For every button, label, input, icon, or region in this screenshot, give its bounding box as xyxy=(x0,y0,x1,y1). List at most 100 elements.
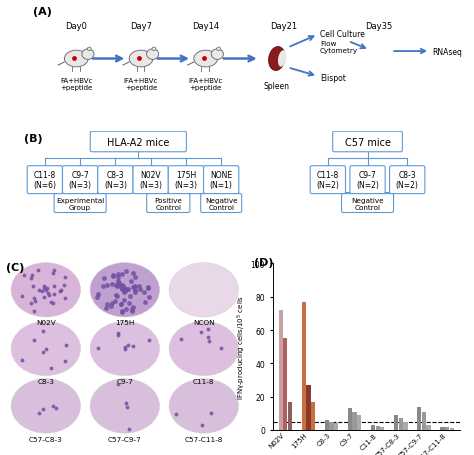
Circle shape xyxy=(169,379,238,433)
Ellipse shape xyxy=(152,48,156,51)
Text: Day35: Day35 xyxy=(365,22,392,31)
Text: IFA+HBVc
+peptide: IFA+HBVc +peptide xyxy=(124,78,158,91)
Bar xyxy=(417,407,421,430)
Bar xyxy=(288,402,292,430)
Text: C57 mice: C57 mice xyxy=(345,137,391,147)
Ellipse shape xyxy=(194,51,218,68)
Circle shape xyxy=(169,322,238,376)
Text: Flow
Cytometry: Flow Cytometry xyxy=(320,41,358,54)
Text: C57-C9-7: C57-C9-7 xyxy=(108,435,142,442)
Text: (D): (D) xyxy=(254,257,273,267)
Circle shape xyxy=(169,263,238,317)
Bar xyxy=(325,420,329,430)
Bar xyxy=(375,426,380,430)
FancyBboxPatch shape xyxy=(98,167,133,194)
FancyBboxPatch shape xyxy=(27,167,63,194)
Text: NONE
(N=1): NONE (N=1) xyxy=(210,171,233,190)
FancyBboxPatch shape xyxy=(54,194,106,213)
Text: Negative
Control: Negative Control xyxy=(205,197,237,210)
Text: 175H: 175H xyxy=(115,320,135,326)
FancyBboxPatch shape xyxy=(333,132,402,152)
FancyBboxPatch shape xyxy=(203,167,239,194)
Text: HLA-A2 mice: HLA-A2 mice xyxy=(107,137,170,147)
Text: Day14: Day14 xyxy=(192,22,219,31)
FancyBboxPatch shape xyxy=(310,167,346,194)
Ellipse shape xyxy=(87,48,91,51)
Text: Day7: Day7 xyxy=(130,22,152,31)
Text: (A): (A) xyxy=(33,7,52,17)
Bar xyxy=(380,427,384,430)
Text: IFA+HBVc
+peptide: IFA+HBVc +peptide xyxy=(189,78,223,91)
Text: NCON: NCON xyxy=(193,320,215,326)
FancyBboxPatch shape xyxy=(90,132,186,152)
Text: C8-3
(N=3): C8-3 (N=3) xyxy=(104,171,127,190)
Bar xyxy=(449,428,454,430)
Text: N02V: N02V xyxy=(36,320,56,326)
Text: (C): (C) xyxy=(6,263,25,273)
Bar xyxy=(306,385,310,430)
FancyBboxPatch shape xyxy=(390,167,425,194)
Circle shape xyxy=(90,379,160,433)
Bar xyxy=(403,422,408,430)
Circle shape xyxy=(11,322,81,376)
FancyBboxPatch shape xyxy=(63,167,98,194)
Text: C8-3: C8-3 xyxy=(37,378,54,384)
Circle shape xyxy=(90,322,160,376)
Bar xyxy=(283,339,287,430)
Text: Experimental
Group: Experimental Group xyxy=(56,197,104,210)
Bar xyxy=(279,310,283,430)
Text: C11-8: C11-8 xyxy=(193,378,215,384)
FancyBboxPatch shape xyxy=(350,167,385,194)
Bar xyxy=(440,427,445,430)
FancyBboxPatch shape xyxy=(133,167,168,194)
FancyBboxPatch shape xyxy=(201,194,242,213)
Bar xyxy=(427,425,431,430)
Bar xyxy=(422,412,426,430)
Text: Spleen: Spleen xyxy=(264,81,290,90)
Bar xyxy=(399,418,403,430)
Circle shape xyxy=(11,263,81,317)
Text: Positive
Control: Positive Control xyxy=(155,197,182,210)
Text: Negative
Control: Negative Control xyxy=(351,197,384,210)
FancyBboxPatch shape xyxy=(342,194,393,213)
Text: 175H
(N=3): 175H (N=3) xyxy=(174,171,198,190)
Circle shape xyxy=(11,379,81,433)
Text: C8-3
(N=2): C8-3 (N=2) xyxy=(396,171,419,190)
Text: N02V
(N=3): N02V (N=3) xyxy=(139,171,162,190)
Text: C11-8
(N=2): C11-8 (N=2) xyxy=(317,171,339,190)
Bar xyxy=(353,412,357,430)
Y-axis label: IFNγ-producing cells/10$^5$ cells: IFNγ-producing cells/10$^5$ cells xyxy=(235,294,247,399)
Text: C57-C11-8: C57-C11-8 xyxy=(185,435,223,442)
Ellipse shape xyxy=(217,48,220,51)
Bar xyxy=(371,425,375,430)
Ellipse shape xyxy=(82,50,94,60)
Bar xyxy=(334,423,338,430)
Bar xyxy=(311,402,315,430)
Ellipse shape xyxy=(278,51,286,68)
Ellipse shape xyxy=(64,51,88,68)
Bar xyxy=(329,422,334,430)
Circle shape xyxy=(90,263,160,317)
Text: Day21: Day21 xyxy=(270,22,297,31)
FancyBboxPatch shape xyxy=(146,194,190,213)
Bar xyxy=(301,302,306,430)
Text: C9-7: C9-7 xyxy=(117,378,133,384)
Ellipse shape xyxy=(146,50,159,60)
Text: Elispot: Elispot xyxy=(320,74,346,83)
Ellipse shape xyxy=(269,47,285,71)
Bar xyxy=(348,409,352,430)
Bar xyxy=(357,415,361,430)
Ellipse shape xyxy=(129,51,153,68)
Text: FA+HBVc
+peptide: FA+HBVc +peptide xyxy=(60,78,92,91)
Text: Cell Culture: Cell Culture xyxy=(320,30,365,39)
Bar xyxy=(394,415,398,430)
Ellipse shape xyxy=(211,50,223,60)
Text: C9-7
(N=2): C9-7 (N=2) xyxy=(356,171,379,190)
Text: C57-C8-3: C57-C8-3 xyxy=(29,435,63,442)
Text: C9-7
(N=3): C9-7 (N=3) xyxy=(69,171,91,190)
Text: (B): (B) xyxy=(24,134,42,144)
FancyBboxPatch shape xyxy=(168,167,203,194)
Text: C11-8
(N=6): C11-8 (N=6) xyxy=(33,171,56,190)
Text: Day0: Day0 xyxy=(65,22,87,31)
Text: RNAseq: RNAseq xyxy=(432,47,462,56)
